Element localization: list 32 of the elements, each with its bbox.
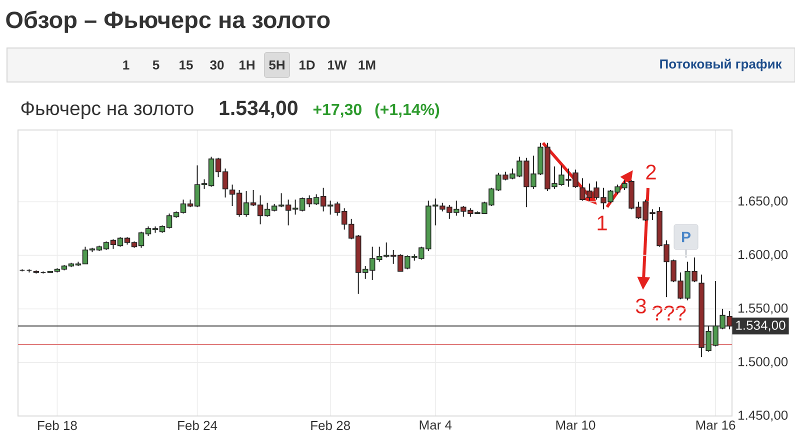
chart-subtitle: Фьючерс на золото	[21, 101, 194, 120]
y-tick-label: 1.650,00	[738, 196, 788, 208]
annotation: ???	[652, 306, 686, 320]
text: 30	[210, 60, 224, 70]
x-tick-label: Mar 4	[420, 420, 452, 430]
text: 1.534,00	[220, 100, 298, 118]
text: 1W	[328, 60, 347, 70]
text: 5	[152, 60, 160, 70]
y-tick-label: 1.450,00	[738, 410, 788, 422]
x-tick-label: Feb 28	[311, 420, 350, 430]
x-tick-label: Feb 18	[38, 420, 77, 430]
y-tick-label: 1.600,00	[738, 250, 788, 261]
text: 1	[123, 60, 130, 70]
ref-line-label: 1.534,00	[736, 320, 786, 332]
annotation: P	[682, 232, 691, 242]
x-tick-label: Feb 24	[178, 420, 218, 430]
annotation: 1	[598, 216, 607, 230]
chart-title: Обзор – Фьючерс на золото	[6, 10, 330, 33]
y-tick-label: 1.550,00	[738, 304, 788, 314]
y-tick-label: 1.500,00	[738, 357, 788, 368]
text: (+1,14%)	[375, 103, 440, 118]
x-tick-label: Mar 16	[696, 420, 736, 430]
text: Потоковый график	[660, 58, 782, 72]
annotation: 3	[636, 298, 646, 314]
x-tick-label: Mar 10	[556, 420, 596, 430]
annotation: 2	[646, 164, 656, 180]
text: 1D	[300, 60, 315, 70]
text: +17,30	[313, 104, 362, 118]
text: 1H	[240, 60, 254, 70]
text: 15	[180, 60, 193, 70]
text: 5H	[269, 60, 284, 70]
text: 1M	[358, 60, 376, 70]
